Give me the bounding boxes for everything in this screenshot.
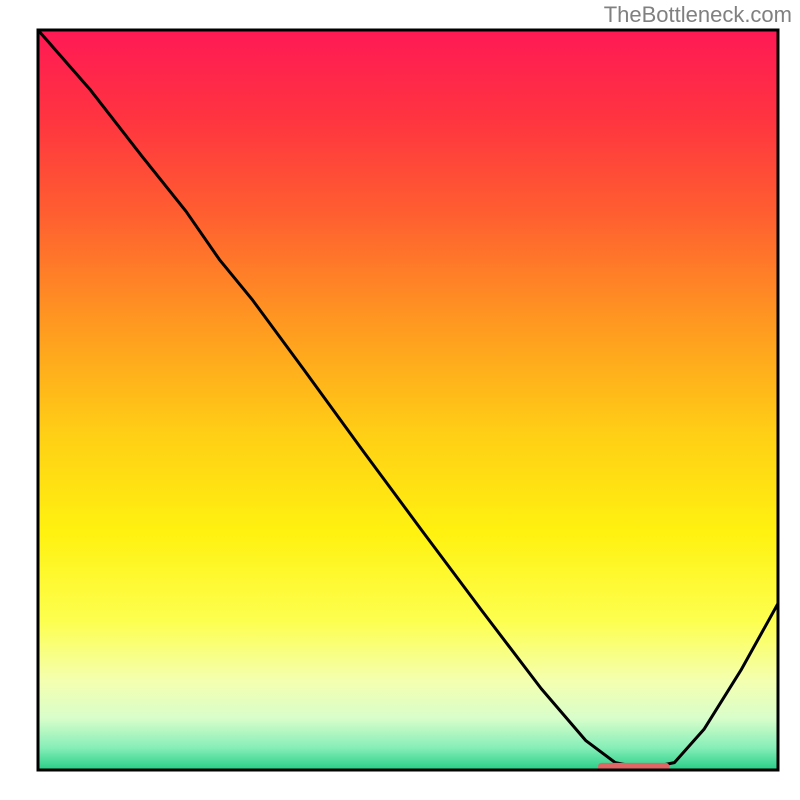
- gradient-background: [38, 30, 778, 770]
- watermark-text: TheBottleneck.com: [604, 2, 792, 28]
- chart-container: TheBottleneck.com: [0, 0, 800, 800]
- plot-svg: [0, 0, 800, 800]
